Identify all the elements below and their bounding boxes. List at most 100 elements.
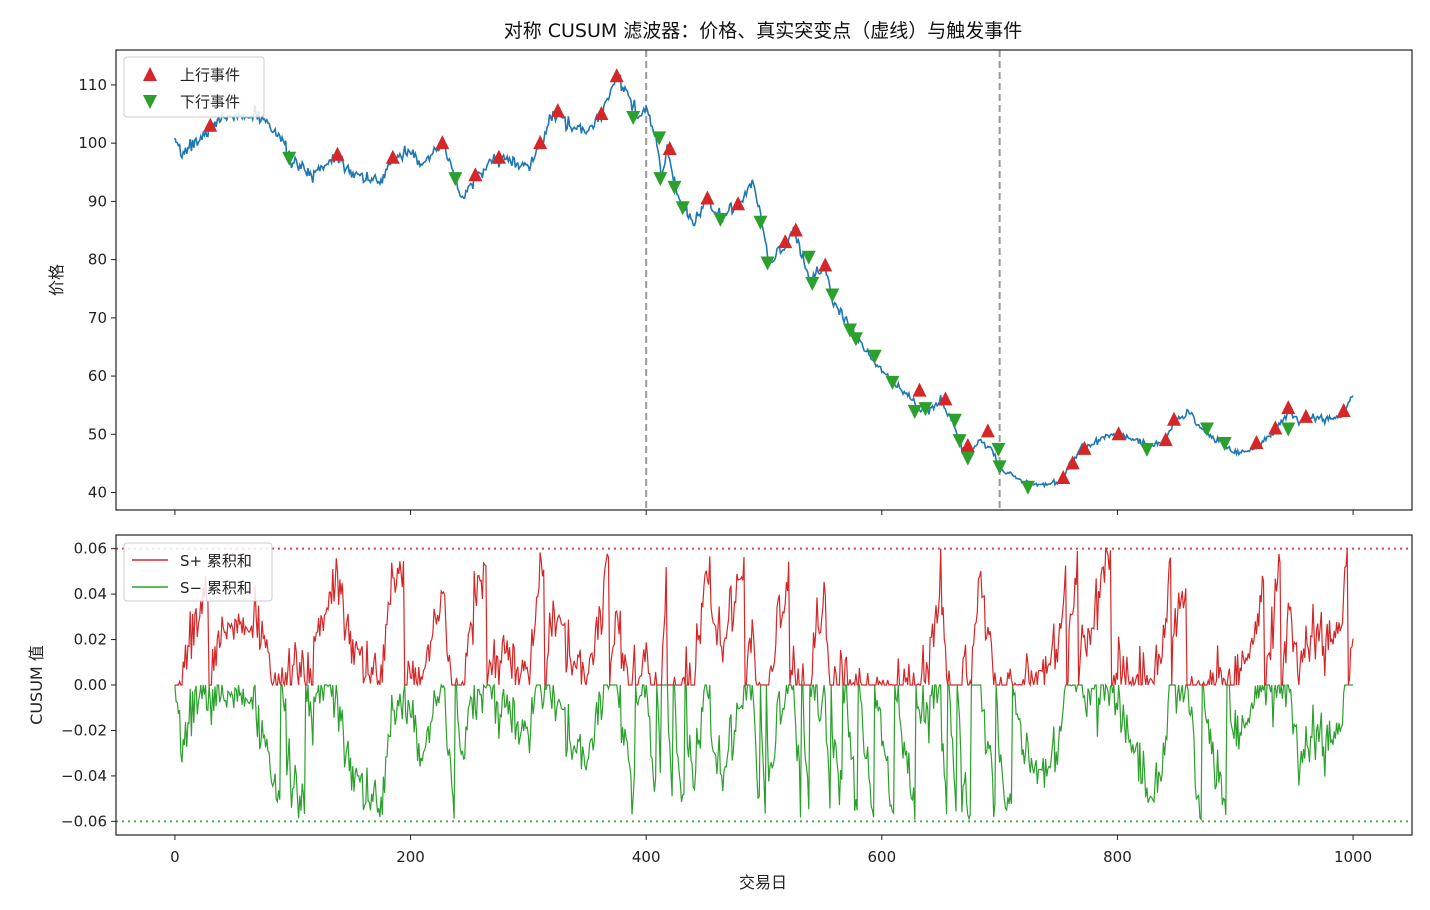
down-event-marker (653, 172, 668, 187)
up-event-marker (533, 135, 548, 150)
cusum-y-tick-label: 0.04 (74, 585, 107, 603)
up-event-marker (203, 117, 218, 132)
up-event-marker (594, 106, 609, 121)
down-event-marker (1139, 442, 1154, 457)
down-event-marker (652, 131, 667, 146)
price-y-tick-label: 90 (88, 192, 107, 210)
price-y-tick-label: 100 (78, 134, 107, 152)
price-y-tick-label: 110 (78, 76, 107, 94)
legend-splus-label: S+ 累积和 (180, 552, 252, 570)
price-panel: 40 50 60 70 80 90 100 110 价格 上行事件 下行事件 (47, 49, 1413, 515)
down-event-marker (952, 434, 967, 449)
price-y-label: 价格 (47, 264, 66, 296)
up-event-marker (435, 135, 450, 150)
down-event-marker (1281, 422, 1296, 437)
price-frame (115, 49, 1413, 511)
up-event-marker (912, 382, 927, 397)
down-event-marker (675, 201, 690, 216)
price-line (174, 74, 1354, 489)
down-event-marker (753, 215, 768, 230)
down-event-marker (448, 172, 463, 187)
price-legend-box (123, 56, 265, 118)
up-event-marker (1065, 455, 1080, 470)
down-event-marker (992, 460, 1007, 475)
up-event-marker (491, 149, 506, 164)
cusum-y-tick-label: −0.02 (61, 721, 107, 739)
cusum-y-tick-label: 0.00 (74, 676, 107, 694)
down-event-marker (918, 402, 933, 417)
up-event-marker (1056, 469, 1071, 484)
legend-down-marker-icon (143, 95, 157, 109)
up-event-markers (203, 68, 1351, 484)
cusum-panel: −0.06 −0.04 −0.02 0.00 0.02 0.04 0.06 0 200 400 6… (27, 534, 1413, 892)
down-event-marker (991, 442, 1006, 457)
cusum-threshold-lines (116, 547, 1412, 823)
down-event-marker (843, 323, 858, 338)
up-event-marker (731, 196, 746, 211)
down-event-marker (825, 288, 840, 303)
legend-up-label: 上行事件 (180, 66, 240, 84)
up-event-marker (1158, 432, 1173, 447)
legend-up-marker-icon (143, 67, 157, 81)
down-event-marker (667, 180, 682, 195)
down-event-marker (848, 332, 863, 347)
cusum-x-axis: 0 200 400 600 800 1000 (170, 835, 1372, 866)
cusum-x-tick-label: 0 (170, 848, 180, 866)
price-x-ticks (174, 510, 1354, 515)
down-event-marker (760, 256, 775, 271)
up-event-marker (330, 146, 345, 161)
price-y-axis: 40 50 60 70 80 90 100 110 (78, 76, 116, 502)
up-event-marker (778, 234, 793, 249)
cusum-y-tick-label: −0.04 (61, 767, 107, 785)
price-y-tick-label: 40 (88, 484, 107, 502)
legend-down-label: 下行事件 (180, 93, 240, 111)
up-event-marker (1167, 411, 1182, 426)
cusum-y-tick-label: 0.02 (74, 631, 107, 649)
up-event-marker (1249, 435, 1264, 450)
s-minus-line (174, 682, 1354, 822)
s-plus-line (174, 546, 1354, 688)
up-event-marker (550, 103, 565, 118)
up-event-marker (662, 140, 677, 155)
down-event-marker (713, 212, 728, 227)
down-event-marker (947, 413, 962, 428)
up-event-marker (818, 257, 833, 272)
chart-title: 对称 CUSUM 滤波器：价格、真实突变点（虚线）与触发事件 (504, 20, 1023, 42)
down-event-markers (282, 110, 1296, 495)
down-event-marker (960, 451, 975, 466)
down-event-marker (626, 110, 641, 125)
down-event-marker (1217, 437, 1232, 452)
cusum-x-tick-label: 1000 (1334, 848, 1372, 866)
legend-sminus-label: S− 累积和 (180, 579, 252, 597)
cusum-x-tick-label: 200 (396, 848, 425, 866)
cusum-x-tick-label: 800 (1103, 848, 1132, 866)
cusum-y-label: CUSUM 值 (27, 645, 46, 725)
cusum-y-tick-label: −0.06 (61, 812, 107, 830)
up-event-marker (1111, 426, 1126, 441)
price-y-tick-label: 80 (88, 251, 107, 269)
cusum-y-tick-label: 0.06 (74, 540, 107, 558)
up-event-marker (700, 190, 715, 205)
up-event-marker (980, 423, 995, 438)
down-event-marker (885, 375, 900, 390)
price-y-tick-label: 50 (88, 425, 107, 443)
down-event-marker (867, 349, 882, 364)
up-event-marker (1077, 440, 1092, 455)
up-event-marker (938, 391, 953, 406)
up-event-marker (1336, 403, 1351, 418)
up-event-marker (1268, 420, 1283, 435)
up-event-marker (1281, 400, 1296, 415)
up-event-marker (788, 222, 803, 237)
up-event-marker (960, 437, 975, 452)
cusum-x-tick-label: 600 (867, 848, 896, 866)
cusum-x-tick-label: 400 (632, 848, 661, 866)
price-plot-area (116, 50, 1412, 510)
down-event-marker (907, 405, 922, 420)
down-event-marker (1199, 422, 1214, 437)
up-event-marker (385, 149, 400, 164)
cusum-legend: S+ 累积和 S− 累积和 (123, 542, 273, 602)
down-event-marker (801, 250, 816, 265)
down-event-marker (1020, 480, 1035, 495)
down-event-marker (805, 276, 820, 291)
